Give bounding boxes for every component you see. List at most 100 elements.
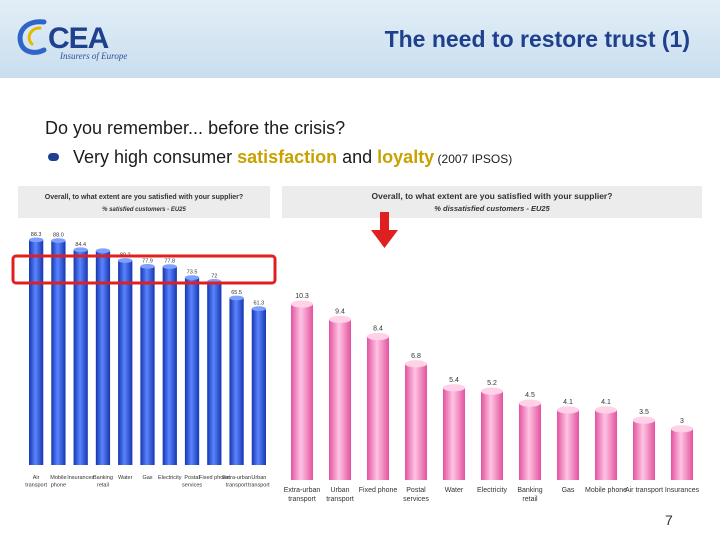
bar-cap	[518, 399, 542, 407]
value-label: 73.5	[187, 270, 198, 276]
bar	[95, 250, 111, 465]
bar	[480, 391, 504, 480]
value-label: 4.1	[563, 399, 573, 406]
bar	[594, 409, 618, 480]
value-label: 72	[211, 273, 217, 279]
chart-title-box	[282, 186, 702, 218]
question-text: Do you remember... before the crisis?	[45, 118, 346, 138]
bar	[229, 297, 244, 465]
bar	[51, 240, 66, 465]
value-label: 3	[680, 418, 684, 425]
category-label: transport	[248, 483, 270, 489]
bar-cap	[51, 238, 66, 243]
value-label: 10.3	[295, 293, 309, 300]
bar	[162, 266, 177, 465]
bar-cap	[442, 384, 466, 392]
bullet-prefix: Very high consumer	[73, 147, 238, 167]
value-label: 5.2	[487, 380, 497, 387]
category-label: retail	[522, 496, 538, 503]
category-label: Air	[33, 475, 40, 481]
bar-cap	[95, 248, 111, 254]
bar	[442, 387, 466, 480]
chart-title: Overall, to what extent are you satisfie…	[372, 191, 613, 201]
value-label: 65.5	[231, 290, 242, 296]
category-label: retail	[97, 483, 109, 489]
value-label: 6.8	[411, 353, 421, 360]
category-label: Electricity	[158, 475, 182, 481]
bar	[73, 249, 88, 465]
bar	[140, 266, 155, 465]
chart-title-box	[18, 186, 270, 218]
category-label: Water	[118, 475, 133, 481]
category-label: Urban	[251, 475, 266, 481]
bar	[366, 336, 390, 480]
bar-cap	[404, 360, 428, 368]
bar-cap	[670, 425, 694, 433]
bar-cap	[118, 258, 133, 263]
bar	[118, 260, 133, 465]
value-label: 77.9	[142, 258, 153, 264]
bar	[670, 428, 694, 480]
category-label: Insurances	[67, 475, 94, 481]
bar-cap	[73, 247, 88, 253]
category-label: Banking	[517, 487, 542, 494]
value-label: 88.0	[53, 233, 64, 239]
bar-cap	[632, 416, 656, 424]
bar-cap	[251, 306, 266, 312]
bar-cap	[556, 406, 580, 414]
bar	[328, 319, 352, 480]
bar-cap	[366, 332, 390, 341]
bar-cap	[29, 237, 44, 243]
bullet-icon	[48, 153, 59, 161]
bar-cap	[140, 263, 155, 269]
category-label: Fixed phone	[199, 475, 229, 481]
category-label: Gas	[142, 475, 152, 481]
category-label: Extra-urban	[222, 475, 251, 481]
highlight-satisfaction: satisfaction	[237, 147, 338, 167]
bar	[632, 420, 656, 480]
value-label: 84.4	[75, 242, 86, 248]
bullet-text: Very high consumer satisfaction and loya…	[73, 147, 512, 168]
header-banner: CEA Insurers of Europe The need to resto…	[0, 0, 720, 78]
category-label: Gas	[562, 487, 575, 494]
arrow-down-icon	[371, 230, 398, 248]
category-label: transport	[326, 496, 354, 503]
category-label: services	[403, 496, 429, 503]
value-label: 8.4	[373, 326, 383, 333]
bar-cap	[290, 300, 314, 308]
category-label: Banking	[93, 475, 113, 481]
value-label: 4.5	[525, 392, 535, 399]
bar	[556, 409, 580, 480]
bullet-source: (2007 IPSOS)	[434, 152, 513, 166]
value-label: 77.8	[164, 259, 175, 265]
chart-subtitle: % dissatisfied customers - EU25	[434, 204, 550, 213]
category-label: services	[182, 483, 202, 489]
bar-cap	[328, 315, 352, 324]
chart-subtitle: % satisfied customers - EU25	[102, 207, 186, 213]
bar	[251, 308, 266, 465]
bar	[29, 239, 44, 465]
category-label: Insurances	[665, 487, 700, 494]
bar	[290, 304, 314, 480]
highlight-box	[11, 254, 277, 285]
bar-cap	[184, 275, 200, 280]
chart-title: Overall, to what extent are you satisfie…	[45, 194, 243, 201]
value-label: 61.3	[254, 301, 265, 307]
value-label: 4.1	[601, 399, 611, 406]
category-label: phone	[51, 483, 66, 489]
category-label: Water	[445, 487, 464, 494]
bar-cap	[594, 406, 618, 414]
value-label: 3.5	[639, 409, 649, 416]
category-label: Postal	[406, 487, 426, 494]
bar-cap	[229, 295, 244, 301]
logo-subtitle: Insurers of Europe	[60, 51, 128, 61]
logo-swirl-icon	[17, 19, 47, 55]
category-label: Extra-urban	[284, 487, 321, 494]
bar	[404, 363, 428, 480]
page-number: 7	[665, 512, 673, 528]
category-label: Urban	[330, 487, 349, 494]
category-label: transport	[25, 483, 47, 489]
cea-logo: CEA Insurers of Europe	[14, 16, 144, 66]
bullet-mid: and	[337, 147, 378, 167]
